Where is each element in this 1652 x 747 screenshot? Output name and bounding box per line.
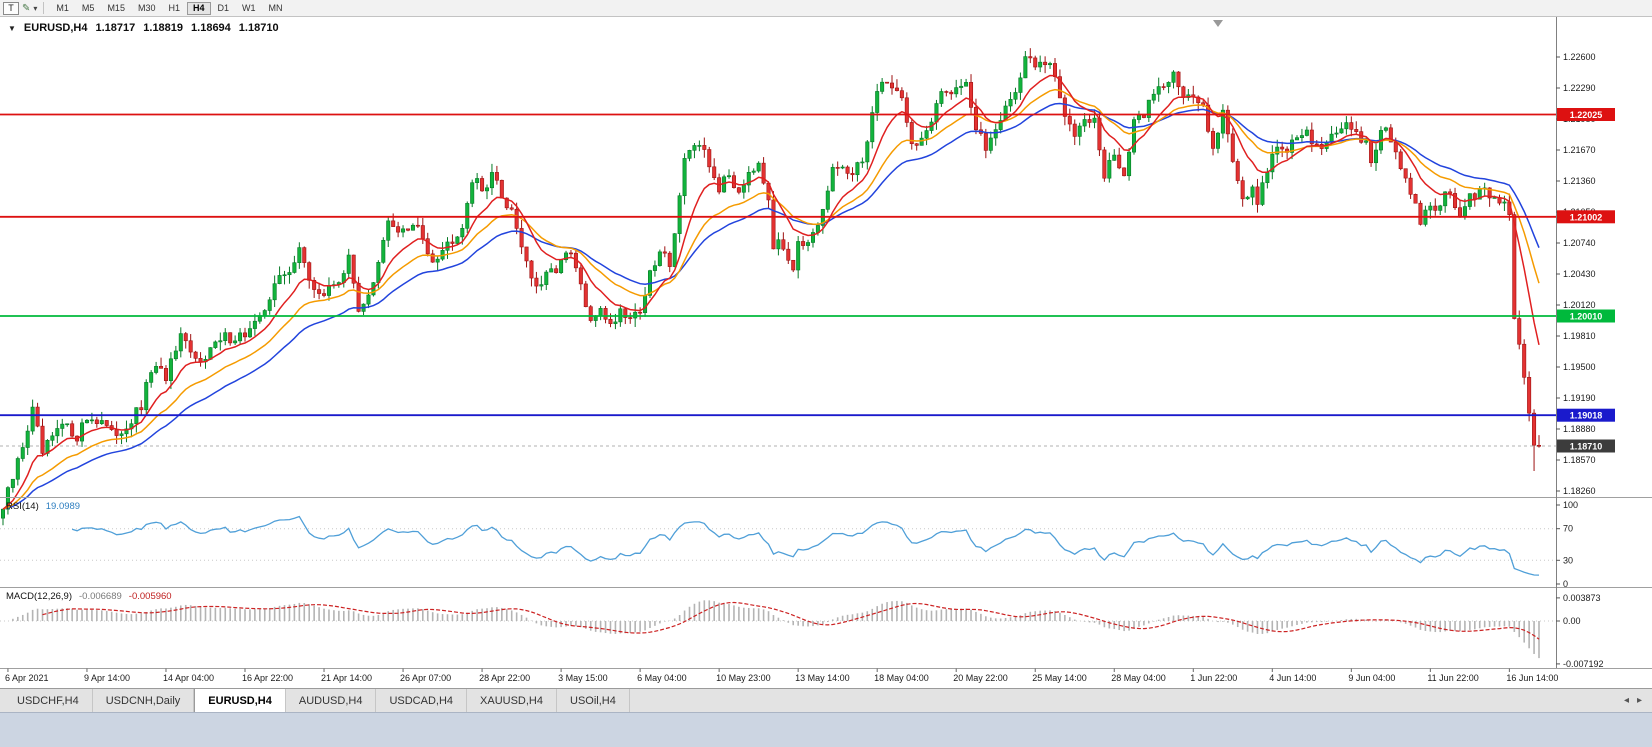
toolbar-separator [43,2,45,14]
timeframe-group: M1 M5 M15 M30 H1 H4 D1 W1 MN [50,1,289,15]
time-tick-label: 16 Jun 14:00 [1506,673,1558,683]
time-tick-label: 6 Apr 2021 [5,673,49,683]
level-price-badge [1557,408,1615,422]
time-tick-label: 26 Apr 07:00 [400,673,451,683]
svg-text:1.21002: 1.21002 [1570,212,1603,222]
price-tick-label: 1.20430 [1563,269,1596,279]
rsi-tick-label: 100 [1563,500,1578,510]
time-tick-label: 1 Jun 22:00 [1190,673,1237,683]
time-tick-label: 28 May 04:00 [1111,673,1166,683]
price-tick-label: 1.22290 [1563,83,1596,93]
timeframe-mn-button[interactable]: MN [263,2,289,15]
price-tick-label: 1.19190 [1563,393,1596,403]
chart-tab-usdcad[interactable]: USDCAD,H4 [376,689,468,712]
time-tick-label: 25 May 14:00 [1032,673,1087,683]
time-tick-label: 18 May 04:00 [874,673,929,683]
rsi-tick-label: 0 [1563,579,1568,589]
time-tick-label: 16 Apr 22:00 [242,673,293,683]
svg-text:1.19018: 1.19018 [1570,411,1603,421]
chart-tabbar: USDCHF,H4 USDCNH,Daily EURUSD,H4 AUDUSD,H4 U… [0,688,1652,712]
bid-price-badge [1557,439,1615,453]
price-axis[interactable]: 1.226001.222901.219801.216701.213601.210… [1556,17,1615,668]
time-tick-label: 3 May 15:00 [558,673,608,683]
time-tick-label: 20 May 22:00 [953,673,1008,683]
time-tick-label: 11 Jun 22:00 [1427,673,1478,683]
toolbar-t-button[interactable]: T [3,1,19,15]
dropdown-caret-icon[interactable]: ▾ [33,3,38,13]
price-tick-label: 1.20120 [1563,300,1596,310]
top-toolbar: T ✎ ▾ M1 M5 M15 M30 H1 H4 D1 W1 MN [0,0,1652,17]
timeframe-h1-button[interactable]: H1 [162,2,186,15]
time-tick-label: 10 May 23:00 [716,673,771,683]
chart-tab-usdchf[interactable]: USDCHF,H4 [4,689,93,712]
tab-scroll-controls: ◂ ▸ [1614,689,1652,712]
price-tick-label: 1.21670 [1563,145,1596,155]
pencil-tool-icon[interactable]: ✎ [22,2,31,14]
time-tick-label: 4 Jun 14:00 [1269,673,1316,683]
price-tick-label: 1.18570 [1563,455,1596,465]
moving-averages [2,74,1540,510]
time-axis[interactable]: 6 Apr 2021 9 Apr 14:00 14 Apr 04:00 16 Apr … [5,668,1558,684]
time-tick-label: 21 Apr 14:00 [321,673,372,683]
time-tick-label: 13 May 14:00 [795,673,850,683]
timeframe-d1-button[interactable]: D1 [212,2,236,15]
chart-tab-usoil[interactable]: USOil,H4 [557,689,630,712]
svg-text:1.20010: 1.20010 [1570,312,1603,322]
level-price-badge [1557,108,1615,121]
timeframe-w1-button[interactable]: W1 [236,2,262,15]
price-tick-label: 1.21360 [1563,176,1596,186]
panel-separators [0,497,1652,669]
macd-panel: 0.003873 0.00 -0.007192 [0,593,1604,669]
timeframe-m30-button[interactable]: M30 [132,2,162,15]
horizontal-level-lines[interactable] [0,113,1556,417]
level-price-badge [1557,309,1615,323]
tab-scroll-left-icon[interactable]: ◂ [1623,695,1629,706]
timeframe-m5-button[interactable]: M5 [76,2,101,15]
svg-text:1.18710: 1.18710 [1570,442,1603,452]
tab-list: USDCHF,H4 USDCNH,Daily EURUSD,H4 AUDUSD,H4 U… [4,689,630,712]
price-tick-label: 1.18260 [1563,486,1596,496]
price-tick-label: 1.19810 [1563,331,1596,341]
chart-tab-usdcnh[interactable]: USDCNH,Daily [92,689,195,712]
time-tick-label: 28 Apr 22:00 [479,673,530,683]
macd-tick-label: 0.003873 [1563,593,1601,603]
chart-shift-marker [1213,20,1223,27]
timeframe-h4-button[interactable]: H4 [186,1,211,15]
rsi-tick-label: 30 [1563,555,1573,565]
macd-tick-label: 0.00 [1563,616,1581,626]
rsi-panel: 100 70 30 0 [0,500,1578,589]
rsi-tick-label: 70 [1563,524,1573,534]
chart-canvas[interactable]: 1.226001.222901.219801.216701.213601.210… [0,17,1652,688]
chart-tab-xauusd[interactable]: XAUUSD,H4 [467,689,557,712]
svg-text:1.22025: 1.22025 [1570,110,1603,120]
chart-window: 1.226001.222901.219801.216701.213601.210… [0,17,1652,688]
macd-tick-label: -0.007192 [1563,659,1604,669]
time-tick-label: 6 May 04:00 [637,673,687,683]
tab-scroll-right-icon[interactable]: ▸ [1636,695,1642,706]
timeframe-m1-button[interactable]: M1 [50,2,75,15]
price-tick-label: 1.19500 [1563,362,1596,372]
timeframe-m15-button[interactable]: M15 [101,2,131,15]
chart-tab-eurusd[interactable]: EURUSD,H4 [194,689,286,712]
window-bottom-edge [0,712,1652,747]
time-tick-label: 14 Apr 04:00 [163,673,214,683]
price-tick-label: 1.22600 [1563,52,1596,62]
price-tick-label: 1.18880 [1563,424,1596,434]
level-price-badge [1557,210,1615,224]
time-tick-label: 9 Apr 14:00 [84,673,130,683]
time-tick-label: 9 Jun 04:00 [1348,673,1395,683]
chart-tab-audusd[interactable]: AUDUSD,H4 [285,689,377,712]
price-tick-label: 1.20740 [1563,238,1596,248]
candles-layer [0,48,1542,526]
